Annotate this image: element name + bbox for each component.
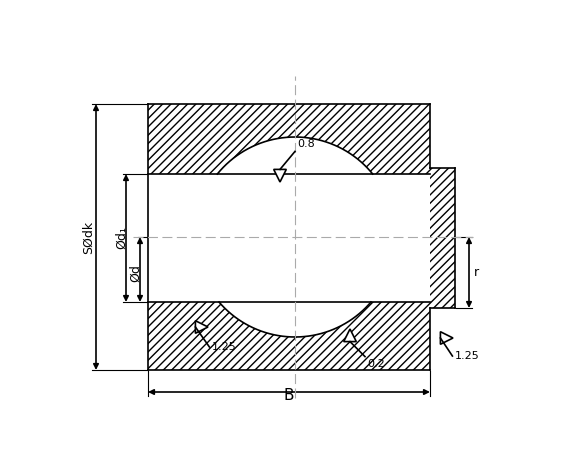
Text: Ød₁: Ød₁ xyxy=(116,227,128,249)
Text: B: B xyxy=(284,388,294,403)
Text: 0.2: 0.2 xyxy=(367,359,385,369)
Polygon shape xyxy=(274,169,286,182)
Text: r: r xyxy=(474,266,479,279)
Text: 1.25: 1.25 xyxy=(454,351,479,361)
Text: 1.25: 1.25 xyxy=(211,342,236,352)
Polygon shape xyxy=(344,329,357,342)
Text: Ød: Ød xyxy=(130,264,142,283)
Polygon shape xyxy=(148,174,430,302)
Text: 0.8: 0.8 xyxy=(297,139,314,149)
Polygon shape xyxy=(441,332,453,344)
Polygon shape xyxy=(195,137,395,337)
Text: SØdk: SØdk xyxy=(81,220,94,254)
Polygon shape xyxy=(195,321,208,333)
